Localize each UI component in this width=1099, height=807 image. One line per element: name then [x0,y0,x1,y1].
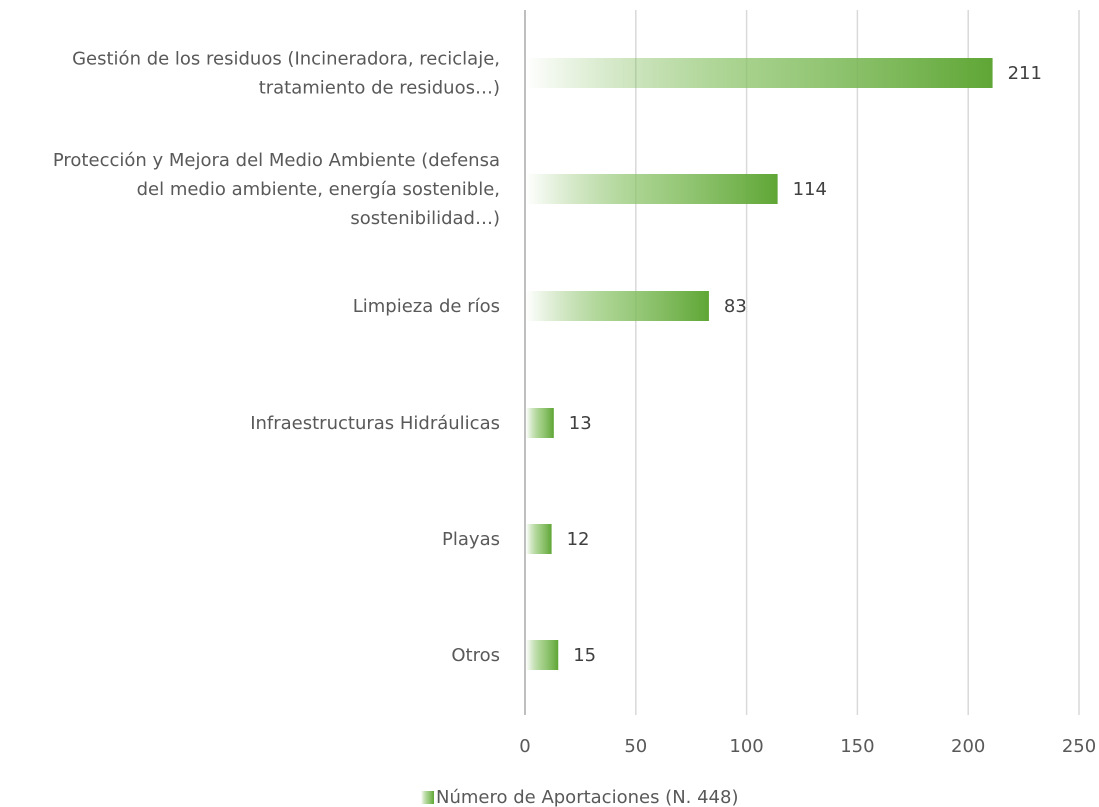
bar [526,640,559,670]
data-labels: 211 114 83 13 12 15 [567,63,1042,666]
category-label-line: Protección y Mejora del Medio Ambiente (… [53,150,500,171]
data-label: 15 [573,645,596,666]
x-tick-label: 150 [840,736,874,757]
category-label: Otros [451,645,500,666]
bar [526,524,552,554]
gridlines [524,10,1080,715]
data-label: 211 [1008,63,1042,84]
bar [526,58,993,88]
category-label: Protección y Mejora del Medio Ambiente (… [53,150,500,229]
category-label-line: sostenibilidad…) [350,208,500,229]
category-label: Infraestructuras Hidráulicas [250,413,500,434]
legend-label: Número de Aportaciones (N. 448) [436,787,738,807]
legend: Número de Aportaciones (N. 448) [421,787,738,807]
x-tick-label: 100 [729,736,763,757]
x-tick-label: 0 [519,736,530,757]
bar [526,408,554,438]
data-label: 12 [567,529,590,550]
data-label: 83 [724,296,747,317]
category-label-line: Gestión de los residuos (Incineradora, r… [72,49,500,70]
data-label: 114 [793,179,827,200]
category-label-line: Limpieza de ríos [353,296,500,317]
data-label: 13 [569,413,592,434]
category-label: Playas [442,529,500,550]
category-label: Limpieza de ríos [353,296,500,317]
x-tick-labels: 0 50 100 150 200 250 [519,736,1096,757]
x-tick-label: 200 [951,736,985,757]
legend-swatch [421,791,434,804]
bars [526,58,993,670]
x-tick-label: 50 [624,736,647,757]
category-label: Gestión de los residuos (Incineradora, r… [72,49,500,99]
bar [526,174,778,204]
category-label-line: del medio ambiente, energía sostenible, [137,179,500,200]
bar [526,291,709,321]
category-labels: Gestión de los residuos (Incineradora, r… [53,49,500,667]
category-label-line: Playas [442,529,500,550]
category-label-line: Infraestructuras Hidráulicas [250,413,500,434]
category-label-line: Otros [451,645,500,666]
category-label-line: tratamiento de residuos…) [259,78,500,99]
x-tick-label: 250 [1062,736,1096,757]
